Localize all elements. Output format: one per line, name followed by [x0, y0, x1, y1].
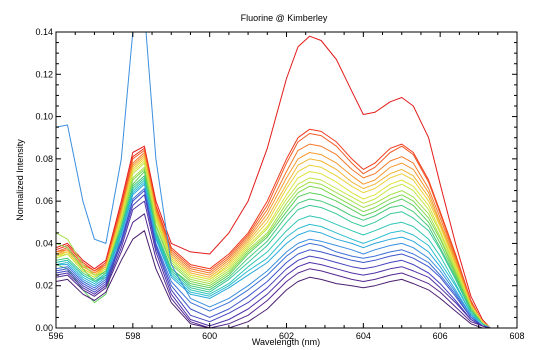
series-line-8 — [56, 160, 491, 328]
chart-title: Fluorine @ Kimberley — [241, 13, 328, 23]
y-tick-label-2: 0.04 — [35, 238, 53, 248]
series-line-13 — [56, 175, 491, 328]
series-line-24 — [56, 230, 491, 328]
series-line-5 — [56, 152, 491, 328]
series-line-4 — [56, 143, 491, 328]
series-line-3 — [56, 133, 491, 328]
x-axis: 596 598 600 602 604 606 608 — [48, 32, 525, 341]
series-line-16 — [56, 181, 491, 328]
x-tick-label-598: 598 — [125, 331, 140, 341]
x-tick-label-604: 604 — [356, 331, 371, 341]
x-tick-label-600: 600 — [202, 331, 217, 341]
series-line-9 — [56, 162, 491, 328]
x-tick-label-606: 606 — [433, 331, 448, 341]
series-line-1 — [56, 35, 491, 328]
series-line-10 — [56, 166, 491, 328]
series-line-15 — [56, 179, 491, 328]
series-line-18 — [56, 32, 491, 328]
y-tick-label-1: 0.02 — [35, 281, 53, 291]
y-tick-label-7: 0.14 — [35, 27, 53, 37]
series-line-22 — [56, 200, 491, 328]
series-line-14 — [56, 177, 491, 328]
y-tick-label-5: 0.10 — [35, 112, 53, 122]
y-axis-title: Normalized Intensity — [15, 139, 25, 221]
plot-frame — [55, 31, 518, 329]
x-tick-label-608: 608 — [509, 331, 524, 341]
series-line-21 — [56, 194, 491, 328]
y-tick-label-4: 0.08 — [35, 154, 53, 164]
series-line-6 — [56, 156, 491, 328]
series-line-23 — [56, 213, 491, 328]
y-axis: 0.00 0.02 0.04 0.06 0.08 0.10 0.12 0.14 — [35, 27, 517, 333]
series-layer — [56, 32, 491, 328]
x-axis-title: Wavelength (nm) — [252, 337, 320, 347]
x-tick-label-602: 602 — [279, 331, 294, 341]
series-line-7 — [56, 158, 491, 328]
x-tick-label-596: 596 — [48, 331, 63, 341]
y-tick-label-6: 0.12 — [35, 69, 53, 79]
y-tick-label-3: 0.06 — [35, 196, 53, 206]
y-tick-label-0: 0.00 — [35, 323, 53, 333]
series-line-17 — [56, 183, 491, 328]
series-line-20 — [56, 190, 491, 328]
series-line-19 — [56, 188, 491, 328]
